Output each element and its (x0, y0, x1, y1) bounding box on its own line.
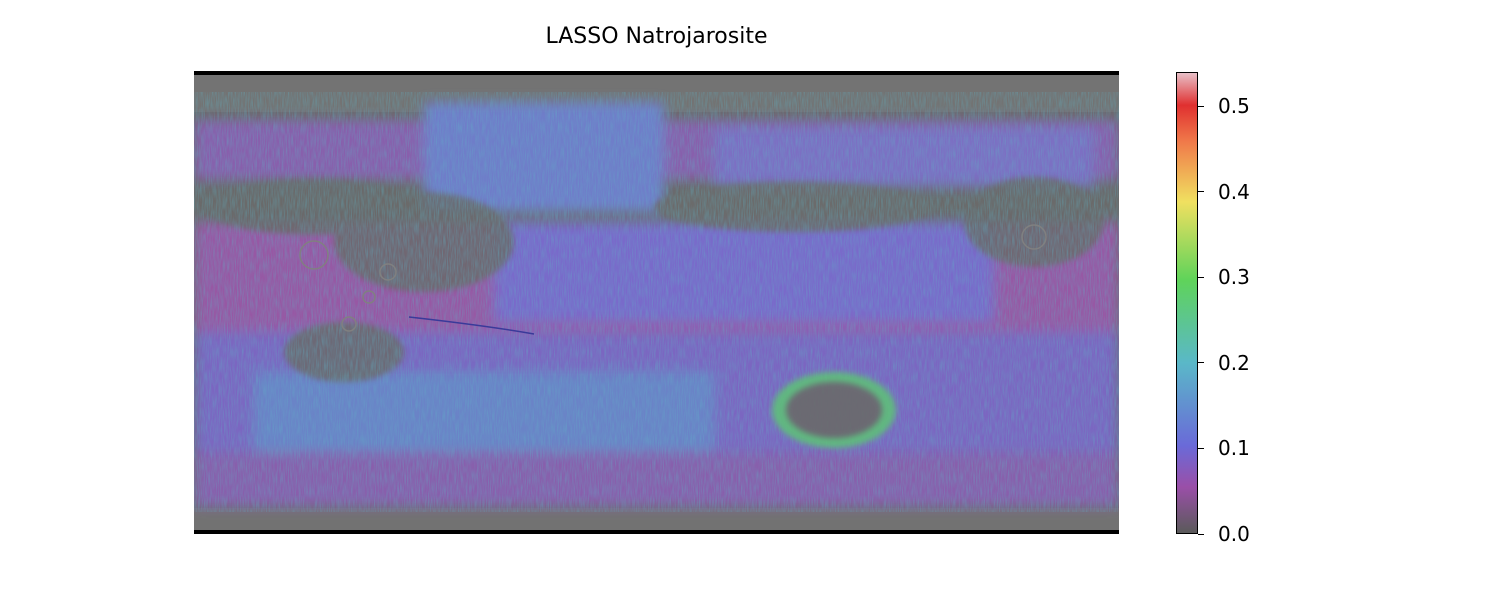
colorbar-tick-label: 0.1 (1218, 436, 1250, 461)
colorbar-tick (1198, 276, 1204, 278)
colorbar-tick (1198, 447, 1204, 449)
map-top-border (194, 71, 1119, 75)
colorbar-tick (1198, 105, 1204, 107)
colorbar (1176, 72, 1198, 534)
valles-marineris (408, 316, 535, 335)
hellas-basin (772, 372, 896, 448)
map-bottom-border (194, 530, 1119, 534)
colorbar-tick-label: 0.4 (1218, 179, 1250, 204)
volcano-relief (299, 224, 1047, 332)
colorbar-tick (1198, 191, 1204, 193)
colorbar-tick-label: 0.5 (1218, 94, 1250, 119)
colorbar-tick-label: 0.0 (1218, 522, 1250, 546)
chart-title: LASSO Natrojarosite (545, 24, 768, 49)
colorbar-tick-label: 0.3 (1218, 265, 1250, 290)
colorbar-tick (1198, 533, 1204, 535)
colorbar-tick (1198, 362, 1204, 364)
colorbar-tick-label: 0.2 (1218, 350, 1250, 375)
mars-abundance-map (194, 72, 1119, 534)
